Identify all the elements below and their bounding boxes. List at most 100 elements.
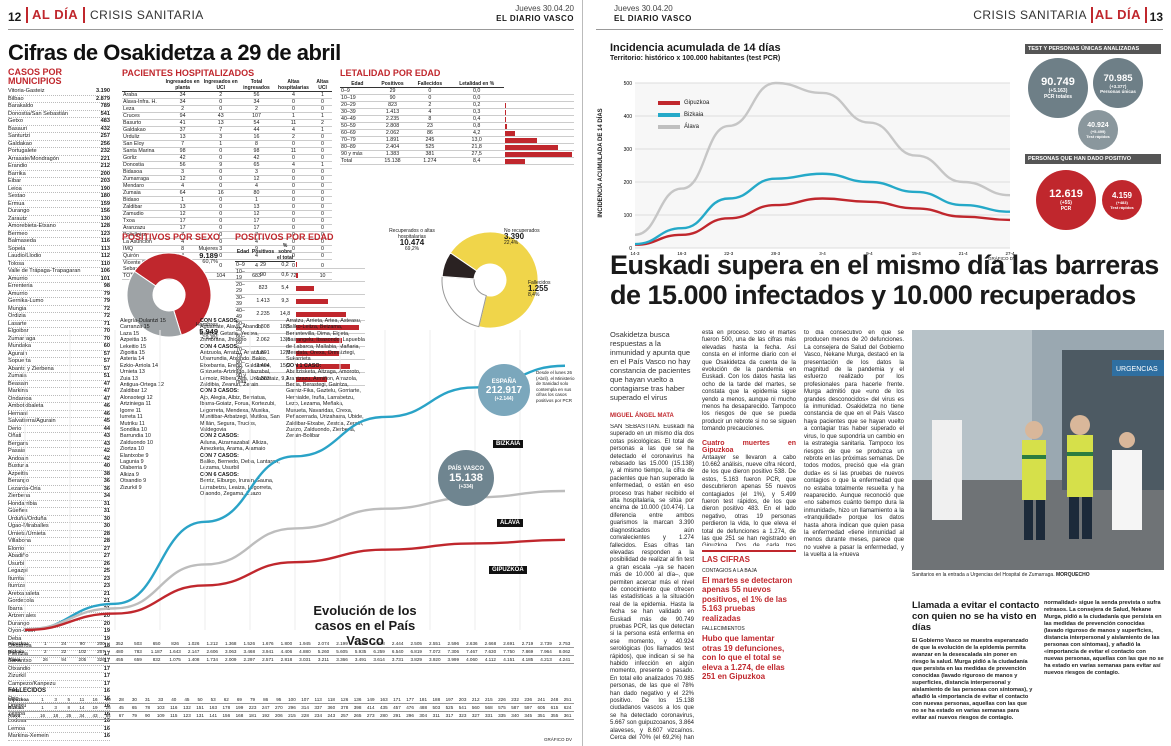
table-cell: 2 (202, 91, 240, 99)
left-header: 12 AL DÍA CRISIS SANITARIA Jueves 30.04.… (8, 4, 574, 30)
municipio-count: 30 (103, 523, 110, 529)
municipio-count: 20 (103, 620, 110, 627)
table-cell: 60–69 (340, 129, 375, 137)
municipio-row: Derio 44 (8, 426, 110, 433)
series-line-álava (634, 81, 1011, 236)
table-cell: 8 (67, 705, 71, 710)
municipio-row: Lasarte 71 (8, 321, 110, 328)
municipio-row: Berango 36 (8, 478, 110, 486)
municipio-row: Salvatierra/Agurain 45 (8, 418, 110, 426)
legend-swatch (658, 113, 680, 117)
municipio-row: Zumaia 51 (8, 373, 110, 381)
municipio-count: 20 (103, 613, 110, 619)
municipio-row: Lemoa 16 (8, 726, 110, 733)
municipio-name: Mundaka (8, 343, 32, 349)
table-cell: 3 (239, 168, 274, 176)
municipio-name: Ondarroa (8, 643, 32, 649)
bar-cell (504, 87, 574, 95)
municipio-count: 25 (103, 568, 110, 574)
series-line-bizkaia (24, 364, 566, 632)
pais-vasco-label: PAÍS VASCO (447, 466, 485, 472)
table-cell: 168 (235, 713, 244, 718)
positivos-rapidos-label: Test rápidos (1110, 204, 1134, 210)
table-cell: 2.753 (558, 641, 571, 646)
municipio-name: Berango (8, 478, 30, 484)
value-bar (505, 158, 526, 164)
municipio-count: 42 (103, 455, 110, 462)
list-item: Alegría-Dulantzi 15 (120, 318, 166, 324)
table-cell: La Asunción (122, 238, 163, 246)
table-cell: 70–79 (235, 346, 251, 360)
table-cell: 33 (158, 697, 164, 702)
table-cell: 156 (222, 713, 231, 718)
pais-vasco-value: 15.138 (449, 472, 483, 484)
municipio-row: Barakaldo 789 (8, 103, 110, 111)
bar-cell (504, 94, 574, 102)
x-tick-label: 16-3 (677, 251, 687, 256)
divider (83, 7, 85, 23)
table-cell: 270 (274, 705, 283, 710)
table-cell: 7.072 (429, 649, 441, 654)
table-cell: 15,9 (275, 359, 295, 373)
municipio-name: Zestoa (8, 710, 26, 717)
municipio-count: 36 (103, 485, 110, 492)
value-bar (296, 272, 299, 278)
table-cell: 3.614 (373, 657, 385, 662)
table-cell: 0 (202, 175, 240, 183)
table-cell: 587 (511, 705, 519, 710)
table-cell: 205 (78, 657, 87, 662)
table-cell: 247 (261, 705, 270, 710)
municipio-count: 47 (103, 380, 110, 387)
municipio-count: 46 (103, 410, 110, 417)
legend-label: Bizkaia (684, 112, 704, 118)
table-cell: 3 (202, 245, 240, 253)
municipios-heading: CASOS POR MUNICIPIOS (8, 67, 63, 86)
table-cell: 90 y más (340, 150, 375, 158)
table-cell: 783 (134, 649, 142, 654)
table-row: 80–89 2.404 15,9 (235, 359, 365, 373)
table-cell: Santa Marina (122, 147, 163, 155)
table-cell: 2.444 (391, 641, 404, 646)
municipio-count: 16 (103, 718, 110, 724)
bar-cell (295, 261, 365, 269)
municipio-name: Azpeitia (8, 470, 28, 477)
column-header: Total ingresados (239, 79, 274, 92)
table-cell: 3.941 (262, 649, 274, 654)
table-cell: 0 (273, 224, 314, 232)
table-cell: 107 (301, 697, 309, 702)
pcr-totales-bubble: 90.749 (+5.163) PCR totales (1028, 58, 1088, 118)
table-cell: 228 (301, 713, 309, 718)
table-cell: 62 (223, 697, 229, 702)
table-row: Aranzazu 17 0 17 0 0 (122, 224, 332, 232)
table-cell: 311 (432, 713, 440, 718)
table-cell: 98 (162, 147, 203, 155)
municipio-row: Plentzia 17 (8, 651, 110, 658)
table-cell: 2.739 (540, 641, 552, 646)
table-cell: 226 (498, 697, 506, 702)
hombres-label: Hombres (195, 322, 218, 328)
municipio-row: Iturriza 23 (8, 583, 110, 591)
table-cell: 2.378 (373, 641, 385, 646)
municipio-name: Barrika (8, 170, 26, 177)
table-cell: 455 (115, 657, 124, 662)
municipio-row: Ambotxibaleta 46 (8, 403, 110, 411)
fallecidos-legend: Fallecidos 1.255 8,4% (528, 280, 573, 298)
table-cell: 257 (340, 713, 349, 718)
municipio-count: 72 (103, 313, 110, 319)
municipio-row: Markina 47 (8, 388, 110, 396)
municipio-name: Urduña/Orduña (8, 515, 47, 522)
table-cell: 4.112 (484, 657, 496, 662)
municipio-count: 256 (100, 140, 110, 147)
table-cell: 0 (202, 252, 240, 260)
table-cell: 2.818 (280, 657, 293, 662)
list-item: CON 7 CASOS: (200, 452, 239, 459)
table-cell: 181 (419, 697, 428, 702)
table-cell: 13 (162, 203, 203, 211)
table-row: Zamudio 12 0 12 0 0 (122, 210, 332, 218)
x-tick-label: 14-3 (630, 251, 640, 256)
value-bar (505, 109, 506, 115)
table-cell: 0 (273, 182, 314, 190)
municipio-name: Irura (8, 688, 20, 694)
table-cell: 109 (156, 713, 165, 718)
table-cell: 245 (410, 136, 450, 144)
